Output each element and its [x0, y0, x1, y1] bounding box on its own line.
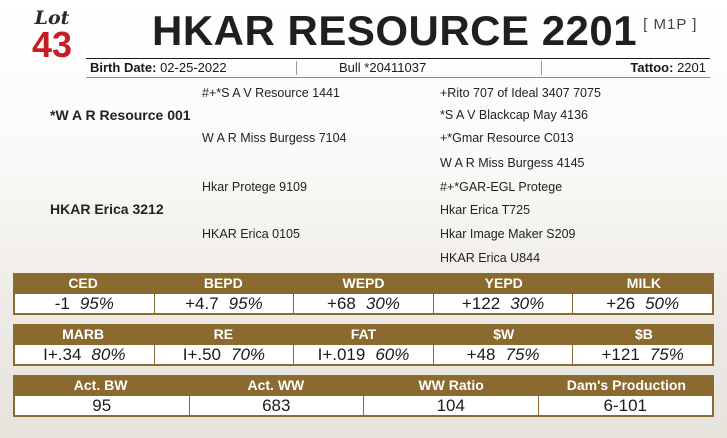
info-divider: [296, 61, 297, 75]
epd-cell-bepd: +4.7 95%: [153, 294, 294, 313]
lot-badge: Lot 43: [22, 8, 82, 64]
epd-cell-re: I+.50 70%: [153, 345, 294, 364]
pedigree-ssd: *S A V Blackcap May 4136: [440, 108, 589, 122]
animal-title: HKAR RESOURCE 2201 [ M1P ]: [152, 6, 697, 66]
epd-header-milk: MILK: [626, 275, 662, 291]
epd-value: +122: [461, 294, 501, 313]
pedigree-dam: HKAR Erica 3212: [50, 201, 164, 217]
registration-number: Bull *20411037: [339, 60, 427, 75]
pedigree-ddd: HKAR Erica U844: [440, 251, 541, 265]
animal-name: HKAR RESOURCE 2201: [152, 7, 638, 54]
epd-value: +4.7: [185, 294, 219, 313]
epd-accuracy: 30%: [365, 294, 400, 313]
epd-header-bepd: BEPD: [203, 275, 243, 291]
epd-accuracy: 70%: [231, 345, 266, 364]
epd-value: I+.019: [317, 345, 366, 364]
info-divider: [541, 61, 542, 75]
epd-header-ced: CED: [68, 275, 98, 291]
epd-accuracy: 60%: [375, 345, 410, 364]
lot-number: 43: [31, 24, 73, 65]
epd-accuracy: 95%: [228, 294, 263, 313]
birth-date: Birth Date: 02-25-2022: [90, 59, 227, 77]
epd-header-wepd: WEPD: [342, 275, 385, 291]
epd-header-w-index: $W: [493, 326, 515, 342]
epd-value: -1: [54, 294, 70, 313]
epd-accuracy: 50%: [645, 294, 680, 313]
pedigree-sire-dam: W A R Miss Burgess 7104: [202, 131, 347, 145]
epd-accuracy: 80%: [91, 345, 126, 364]
animal-code: [ M1P ]: [643, 16, 698, 33]
epd-header-b-index: $B: [634, 326, 653, 342]
tattoo-value: 2201: [677, 60, 706, 75]
epd-accuracy: 75%: [649, 345, 684, 364]
pedigree-dsd: Hkar Erica T725: [440, 203, 531, 217]
performance-table: Act. BW Act. WW WW Ratio Dam's Productio…: [13, 375, 714, 417]
perf-header-birth-weight: Act. BW: [73, 377, 128, 393]
perf-cell-birth-weight: 95: [92, 396, 112, 415]
epd-cell-w-index: +48 75%: [432, 345, 573, 364]
epd-accuracy: 30%: [510, 294, 545, 313]
perf-header-ww-ratio: WW Ratio: [418, 377, 484, 393]
birth-date-value: 02-25-2022: [160, 60, 227, 75]
pedigree-dam-sire: Hkar Protege 9109: [202, 180, 307, 194]
epd-header-marb: MARB: [62, 326, 105, 342]
info-row: Birth Date: 02-25-2022 Bull *20411037 Ta…: [86, 58, 710, 78]
pedigree-sire: *W A R Resource 001: [50, 107, 191, 123]
epd-cell-marb: I+.34 80%: [15, 345, 154, 364]
epd-value: +68: [327, 294, 356, 313]
perf-header-weaning-weight: Act. WW: [247, 377, 305, 393]
epd-header-yepd: YEPD: [484, 275, 523, 291]
epd-value: I+.50: [182, 345, 222, 364]
pedigree-sds: +*Gmar Resource C013: [440, 131, 574, 145]
epd-cell-ced: -1 95%: [15, 294, 154, 313]
epd-table-2: MARB RE FAT $W $B I+.34 80% I+.50 70% I+.0…: [13, 324, 714, 366]
perf-cell-weaning-weight: 683: [188, 396, 364, 415]
epd-accuracy: 95%: [79, 294, 114, 313]
pedigree-dam-dam: HKAR Erica 0105: [202, 227, 300, 241]
pedigree-sdd: W A R Miss Burgess 4145: [440, 156, 585, 170]
epd-value: +48: [466, 345, 496, 364]
epd-cell-milk: +26 50%: [572, 294, 712, 313]
epd-header-fat: FAT: [350, 326, 377, 342]
epd-cell-wepd: +68 30%: [293, 294, 433, 313]
epd-header-re: RE: [213, 326, 234, 342]
tattoo-label: Tattoo:: [630, 60, 674, 75]
pedigree-sire-sire: #+*S A V Resource 1441: [202, 86, 340, 100]
lot-label: Lot: [34, 7, 70, 29]
pedigree-sss: +Rito 707 of Ideal 3407 7075: [440, 86, 601, 100]
epd-value: +121: [601, 345, 640, 364]
epd-value: I+.34: [43, 345, 82, 364]
pedigree-dds: Hkar Image Maker S209: [440, 227, 576, 241]
perf-cell-dam-production: 6-101: [537, 396, 713, 415]
perf-header-dam-production: Dam's Production: [566, 377, 686, 393]
pedigree-dss: #+*GAR-EGL Protege: [440, 180, 563, 194]
epd-value: +26: [606, 294, 636, 313]
epd-cell-fat: I+.019 60%: [293, 345, 433, 364]
epd-cell-b-index: +121 75%: [572, 345, 712, 364]
epd-table-1: CED BEPD WEPD YEPD MILK -1 95% +4.7 95% +6…: [13, 273, 714, 315]
tattoo: Tattoo: 2201: [630, 59, 706, 77]
epd-accuracy: 75%: [505, 345, 540, 364]
epd-cell-yepd: +122 30%: [432, 294, 573, 313]
perf-cell-ww-ratio: 104: [363, 396, 538, 415]
birth-date-label: Birth Date:: [90, 60, 157, 75]
